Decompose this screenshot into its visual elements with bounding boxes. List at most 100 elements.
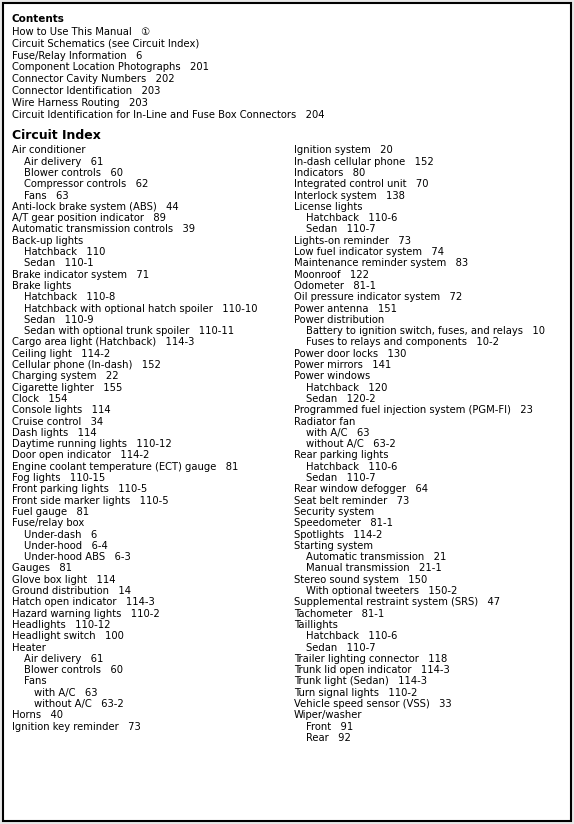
Text: Fuses to relays and components   10-2: Fuses to relays and components 10-2 bbox=[306, 338, 499, 348]
Text: Hatchback   110: Hatchback 110 bbox=[24, 247, 106, 257]
Text: Under-hood   6-4: Under-hood 6-4 bbox=[24, 541, 108, 551]
Text: Air delivery   61: Air delivery 61 bbox=[24, 654, 103, 664]
Text: Gauges   81: Gauges 81 bbox=[12, 564, 72, 574]
Text: Starting system: Starting system bbox=[294, 541, 373, 551]
Text: Blower controls   60: Blower controls 60 bbox=[24, 665, 123, 675]
Text: A/T gear position indicator   89: A/T gear position indicator 89 bbox=[12, 213, 166, 223]
Text: Front parking lights   110-5: Front parking lights 110-5 bbox=[12, 485, 148, 494]
Text: Automatic transmission   21: Automatic transmission 21 bbox=[306, 552, 447, 562]
Text: without A/C   63-2: without A/C 63-2 bbox=[306, 439, 395, 449]
Text: Interlock system   138: Interlock system 138 bbox=[294, 190, 405, 200]
Text: Sedan   110-7: Sedan 110-7 bbox=[306, 473, 375, 483]
Text: Contents: Contents bbox=[12, 14, 65, 24]
Text: Power door locks   130: Power door locks 130 bbox=[294, 349, 406, 358]
Text: Trunk lid open indicator   114-3: Trunk lid open indicator 114-3 bbox=[294, 665, 450, 675]
Text: Hatchback   110-6: Hatchback 110-6 bbox=[306, 213, 397, 223]
Text: Circuit Schematics (see Circuit Index): Circuit Schematics (see Circuit Index) bbox=[12, 39, 199, 49]
Text: Glove box light   114: Glove box light 114 bbox=[12, 575, 115, 585]
Text: Speedometer   81-1: Speedometer 81-1 bbox=[294, 518, 393, 528]
Text: Power antenna   151: Power antenna 151 bbox=[294, 303, 397, 314]
Text: Spotlights   114-2: Spotlights 114-2 bbox=[294, 530, 382, 540]
Text: Component Location Photographs   201: Component Location Photographs 201 bbox=[12, 63, 209, 73]
Text: Turn signal lights   110-2: Turn signal lights 110-2 bbox=[294, 688, 417, 698]
Text: Console lights   114: Console lights 114 bbox=[12, 405, 111, 415]
Text: Ignition system   20: Ignition system 20 bbox=[294, 145, 393, 156]
Text: Rear window defogger   64: Rear window defogger 64 bbox=[294, 485, 428, 494]
Text: Indicators   80: Indicators 80 bbox=[294, 168, 365, 178]
Text: Sedan   110-7: Sedan 110-7 bbox=[306, 224, 375, 235]
Text: Cigarette lighter   155: Cigarette lighter 155 bbox=[12, 382, 122, 393]
Text: Rear parking lights: Rear parking lights bbox=[294, 451, 389, 461]
Text: Fuse/relay box: Fuse/relay box bbox=[12, 518, 84, 528]
Text: Cellular phone (In-dash)   152: Cellular phone (In-dash) 152 bbox=[12, 360, 161, 370]
Text: Front   91: Front 91 bbox=[306, 722, 353, 732]
Text: Wire Harness Routing   203: Wire Harness Routing 203 bbox=[12, 98, 148, 108]
Text: Hatchback with optional hatch spoiler   110-10: Hatchback with optional hatch spoiler 11… bbox=[24, 303, 258, 314]
Text: Fuse/Relay Information   6: Fuse/Relay Information 6 bbox=[12, 50, 142, 61]
Text: Hatchback   110-6: Hatchback 110-6 bbox=[306, 631, 397, 641]
Text: Door open indicator   114-2: Door open indicator 114-2 bbox=[12, 451, 149, 461]
Text: Hatchback   120: Hatchback 120 bbox=[306, 382, 387, 393]
Text: Supplemental restraint system (SRS)   47: Supplemental restraint system (SRS) 47 bbox=[294, 597, 500, 607]
Text: Blower controls   60: Blower controls 60 bbox=[24, 168, 123, 178]
Text: Sedan   110-1: Sedan 110-1 bbox=[24, 259, 94, 269]
Text: Power mirrors   141: Power mirrors 141 bbox=[294, 360, 391, 370]
Text: Heater: Heater bbox=[12, 643, 46, 653]
Text: Rear   92: Rear 92 bbox=[306, 733, 351, 743]
Text: Sedan   110-9: Sedan 110-9 bbox=[24, 315, 94, 325]
Text: Ceiling light   114-2: Ceiling light 114-2 bbox=[12, 349, 110, 358]
Text: Connector Cavity Numbers   202: Connector Cavity Numbers 202 bbox=[12, 74, 174, 84]
Text: Air conditioner: Air conditioner bbox=[12, 145, 86, 156]
Text: Battery to ignition switch, fuses, and relays   10: Battery to ignition switch, fuses, and r… bbox=[306, 326, 545, 336]
Text: Security system: Security system bbox=[294, 507, 374, 517]
Text: Anti-lock brake system (ABS)   44: Anti-lock brake system (ABS) 44 bbox=[12, 202, 179, 212]
Text: Lights-on reminder   73: Lights-on reminder 73 bbox=[294, 236, 411, 246]
Text: Radiator fan: Radiator fan bbox=[294, 417, 355, 427]
Text: Integrated control unit   70: Integrated control unit 70 bbox=[294, 180, 429, 190]
Text: Fuel gauge   81: Fuel gauge 81 bbox=[12, 507, 89, 517]
Text: Brake indicator system   71: Brake indicator system 71 bbox=[12, 269, 149, 279]
Text: Air delivery   61: Air delivery 61 bbox=[24, 157, 103, 166]
Text: Trailer lighting connector   118: Trailer lighting connector 118 bbox=[294, 654, 447, 664]
Text: Low fuel indicator system   74: Low fuel indicator system 74 bbox=[294, 247, 444, 257]
Text: In-dash cellular phone   152: In-dash cellular phone 152 bbox=[294, 157, 434, 166]
Text: Circuit Identification for In-Line and Fuse Box Connectors   204: Circuit Identification for In-Line and F… bbox=[12, 110, 324, 119]
Text: Cargo area light (Hatchback)   114-3: Cargo area light (Hatchback) 114-3 bbox=[12, 338, 195, 348]
Text: Under-hood ABS   6-3: Under-hood ABS 6-3 bbox=[24, 552, 131, 562]
Text: Back-up lights: Back-up lights bbox=[12, 236, 83, 246]
Text: How to Use This Manual   ①: How to Use This Manual ① bbox=[12, 27, 150, 37]
Text: Moonroof   122: Moonroof 122 bbox=[294, 269, 369, 279]
Text: Engine coolant temperature (ECT) gauge   81: Engine coolant temperature (ECT) gauge 8… bbox=[12, 461, 238, 472]
Text: Automatic transmission controls   39: Automatic transmission controls 39 bbox=[12, 224, 195, 235]
Text: Clock   154: Clock 154 bbox=[12, 394, 67, 404]
Text: Cruise control   34: Cruise control 34 bbox=[12, 417, 103, 427]
Text: With optional tweeters   150-2: With optional tweeters 150-2 bbox=[306, 586, 457, 596]
Text: Trunk light (Sedan)   114-3: Trunk light (Sedan) 114-3 bbox=[294, 677, 427, 686]
Text: Fans: Fans bbox=[24, 677, 46, 686]
Text: Headlights   110-12: Headlights 110-12 bbox=[12, 620, 111, 630]
Text: Hazard warning lights   110-2: Hazard warning lights 110-2 bbox=[12, 609, 160, 619]
Text: Tachometer   81-1: Tachometer 81-1 bbox=[294, 609, 384, 619]
Text: Sedan   120-2: Sedan 120-2 bbox=[306, 394, 375, 404]
Text: Stereo sound system   150: Stereo sound system 150 bbox=[294, 575, 427, 585]
Text: Sedan with optional trunk spoiler   110-11: Sedan with optional trunk spoiler 110-11 bbox=[24, 326, 234, 336]
Text: Dash lights   114: Dash lights 114 bbox=[12, 428, 96, 438]
Text: Hatchback   110-8: Hatchback 110-8 bbox=[24, 293, 115, 302]
Text: Headlight switch   100: Headlight switch 100 bbox=[12, 631, 124, 641]
Text: Oil pressure indicator system   72: Oil pressure indicator system 72 bbox=[294, 293, 462, 302]
Text: Ground distribution   14: Ground distribution 14 bbox=[12, 586, 131, 596]
Text: without A/C   63-2: without A/C 63-2 bbox=[34, 699, 124, 709]
Text: Compressor controls   62: Compressor controls 62 bbox=[24, 180, 148, 190]
Text: Under-dash   6: Under-dash 6 bbox=[24, 530, 97, 540]
Text: Front side marker lights   110-5: Front side marker lights 110-5 bbox=[12, 496, 169, 506]
Text: Power windows: Power windows bbox=[294, 372, 370, 382]
Text: Ignition key reminder   73: Ignition key reminder 73 bbox=[12, 722, 141, 732]
Text: Daytime running lights   110-12: Daytime running lights 110-12 bbox=[12, 439, 172, 449]
Text: with A/C   63: with A/C 63 bbox=[34, 688, 98, 698]
Text: Hatchback   110-6: Hatchback 110-6 bbox=[306, 461, 397, 472]
Text: Horns   40: Horns 40 bbox=[12, 710, 63, 720]
Text: Wiper/washer: Wiper/washer bbox=[294, 710, 363, 720]
Text: with A/C   63: with A/C 63 bbox=[306, 428, 370, 438]
Text: Seat belt reminder   73: Seat belt reminder 73 bbox=[294, 496, 409, 506]
Text: License lights: License lights bbox=[294, 202, 363, 212]
